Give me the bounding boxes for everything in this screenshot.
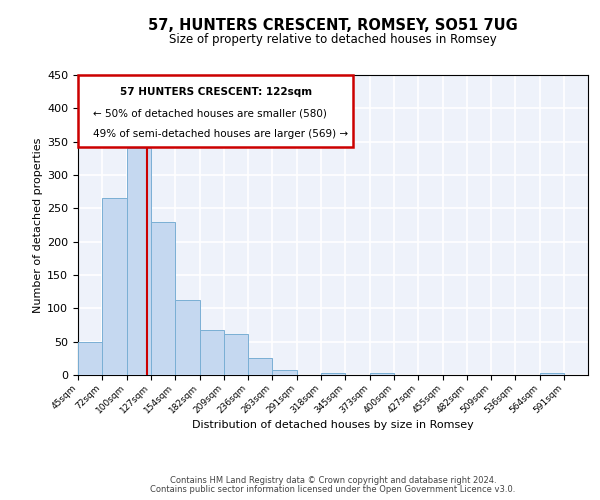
- Text: 57 HUNTERS CRESCENT: 122sqm: 57 HUNTERS CRESCENT: 122sqm: [119, 87, 312, 97]
- Bar: [200, 330, 224, 375]
- Bar: [127, 148, 151, 375]
- Bar: [248, 358, 272, 375]
- Bar: [370, 373, 394, 375]
- Bar: [102, 198, 127, 375]
- Text: Contains HM Land Registry data © Crown copyright and database right 2024.: Contains HM Land Registry data © Crown c…: [170, 476, 496, 485]
- Text: 57, HUNTERS CRESCENT, ROMSEY, SO51 7UG: 57, HUNTERS CRESCENT, ROMSEY, SO51 7UG: [148, 18, 518, 32]
- Bar: [175, 300, 200, 375]
- FancyBboxPatch shape: [78, 75, 353, 147]
- Bar: [78, 342, 102, 375]
- Bar: [321, 373, 345, 375]
- Text: ← 50% of detached houses are smaller (580): ← 50% of detached houses are smaller (58…: [94, 108, 327, 118]
- Bar: [540, 373, 564, 375]
- Bar: [151, 222, 175, 375]
- Y-axis label: Number of detached properties: Number of detached properties: [33, 138, 43, 312]
- Text: Size of property relative to detached houses in Romsey: Size of property relative to detached ho…: [169, 32, 497, 46]
- Bar: [272, 370, 297, 375]
- Text: 49% of semi-detached houses are larger (569) →: 49% of semi-detached houses are larger (…: [94, 129, 349, 139]
- Bar: [224, 334, 248, 375]
- X-axis label: Distribution of detached houses by size in Romsey: Distribution of detached houses by size …: [192, 420, 474, 430]
- Text: Contains public sector information licensed under the Open Government Licence v3: Contains public sector information licen…: [151, 485, 515, 494]
